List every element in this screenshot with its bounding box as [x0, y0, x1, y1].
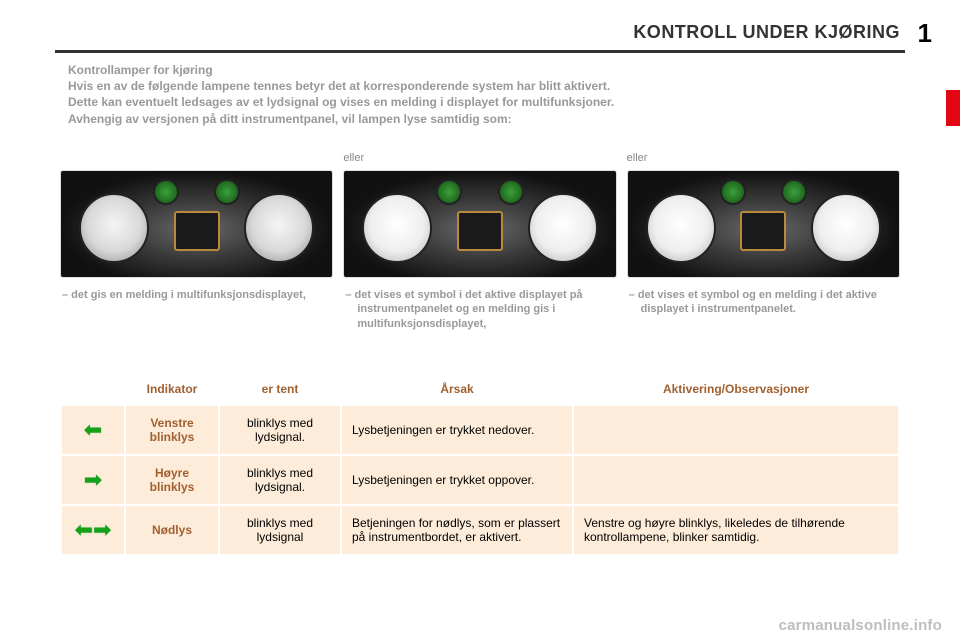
header-arsak: Årsak [342, 374, 572, 404]
tach-dial [528, 193, 598, 263]
indicator-icon-cell: ⬅➡ [62, 506, 124, 554]
instrument-cluster-image [627, 170, 900, 278]
indicator-icon-cell: ➡ [62, 456, 124, 504]
small-gauge [436, 179, 462, 205]
or-label: eller [627, 152, 900, 166]
indicator-tent: blinklys med lydsignal. [220, 456, 340, 504]
side-tab [946, 90, 960, 126]
speedometer-dial [362, 193, 432, 263]
indicator-name: Nødlys [126, 506, 218, 554]
indicator-table: Indikator er tent Årsak Aktivering/Obser… [60, 372, 900, 556]
indicator-name: Venstre blinklys [126, 406, 218, 454]
page-number: 1 [918, 18, 932, 49]
gauges-row: – det gis en melding i multifunksjonsdis… [60, 152, 900, 331]
intro-line: Dette kan eventuelt ledsages av et lydsi… [68, 94, 892, 110]
gauge-caption: – det gis en melding i multifunksjonsdis… [60, 288, 333, 302]
indicator-arsak: Lysbetjeningen er trykket oppover. [342, 456, 572, 504]
center-display [457, 211, 503, 251]
indicator-aktivering: Venstre og høyre blinklys, likeledes de … [574, 506, 898, 554]
table-row: ⬅ Venstre blinklys blinklys med lydsigna… [62, 406, 898, 454]
right-arrow-icon: ➡ [93, 519, 111, 541]
gauge-column: – det gis en melding i multifunksjonsdis… [60, 152, 333, 331]
indicator-tent: blinklys med lydsignal [220, 506, 340, 554]
table-row: ➡ Høyre blinklys blinklys med lydsignal.… [62, 456, 898, 504]
horizontal-rule [55, 50, 905, 53]
intro-line: Hvis en av de følgende lampene tennes be… [68, 78, 892, 94]
tach-dial [244, 193, 314, 263]
indicator-tent: blinklys med lydsignal. [220, 406, 340, 454]
indicator-aktivering [574, 456, 898, 504]
header-indikator: Indikator [126, 374, 218, 404]
right-arrow-icon: ➡ [84, 469, 102, 491]
small-gauge [214, 179, 240, 205]
indicator-arsak: Betjeningen for nødlys, som er plassert … [342, 506, 572, 554]
instrument-cluster-image [343, 170, 616, 278]
header-blank [62, 374, 124, 404]
hazard-icon: ⬅➡ [75, 526, 112, 540]
speedometer-dial [79, 193, 149, 263]
center-display [174, 211, 220, 251]
section-title: KONTROLL UNDER KJØRING [320, 22, 900, 43]
indicator-aktivering [574, 406, 898, 454]
indicator-name: Høyre blinklys [126, 456, 218, 504]
speedometer-dial [646, 193, 716, 263]
small-gauge [720, 179, 746, 205]
small-gauge [498, 179, 524, 205]
intro-heading: Kontrollamper for kjøring [68, 62, 892, 78]
or-label: eller [343, 152, 616, 166]
table-header-row: Indikator er tent Årsak Aktivering/Obser… [62, 374, 898, 404]
gauge-column: eller – det vises et symbol i det aktive… [343, 152, 616, 331]
gauge-caption: – det vises et symbol og en melding i de… [627, 288, 900, 317]
table-row: ⬅➡ Nødlys blinklys med lydsignal Betjeni… [62, 506, 898, 554]
header-tent: er tent [220, 374, 340, 404]
gauge-column: eller – det vises et symbol og en meldin… [627, 152, 900, 331]
left-arrow-icon: ⬅ [75, 519, 93, 541]
small-gauge [153, 179, 179, 205]
header-aktivering: Aktivering/Observasjoner [574, 374, 898, 404]
intro-line: Avhengig av versjonen på ditt instrument… [68, 111, 892, 127]
watermark: carmanualsonline.info [779, 617, 942, 634]
spacer [60, 152, 333, 166]
gauge-caption: – det vises et symbol i det aktive displ… [343, 288, 616, 331]
left-arrow-icon: ⬅ [84, 419, 102, 441]
small-gauge [781, 179, 807, 205]
instrument-cluster-image [60, 170, 333, 278]
indicator-arsak: Lysbetjeningen er trykket nedover. [342, 406, 572, 454]
intro-block: Kontrollamper for kjøring Hvis en av de … [68, 62, 892, 127]
tach-dial [811, 193, 881, 263]
indicator-icon-cell: ⬅ [62, 406, 124, 454]
center-display [740, 211, 786, 251]
